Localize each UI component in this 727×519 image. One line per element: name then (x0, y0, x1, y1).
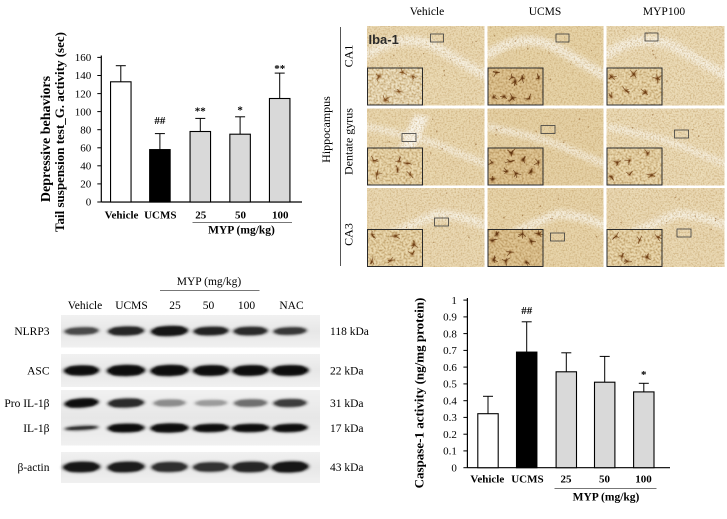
svg-text:25: 25 (169, 300, 181, 312)
svg-text:UCMS: UCMS (529, 6, 562, 18)
svg-text:**: ** (195, 106, 207, 118)
svg-text:IL-1β: IL-1β (23, 423, 49, 435)
svg-text:Vehicle: Vehicle (410, 6, 444, 18)
svg-text:22 kDa: 22 kDa (330, 365, 364, 377)
svg-text:17 kDa: 17 kDa (330, 423, 364, 435)
svg-text:UCMS: UCMS (115, 300, 148, 312)
svg-text:Vehicle: Vehicle (105, 210, 139, 222)
svg-text:50: 50 (235, 210, 247, 222)
svg-text:Hippocampus: Hippocampus (319, 96, 333, 163)
svg-text:20: 20 (80, 179, 92, 191)
svg-text:UCMS: UCMS (144, 210, 176, 222)
svg-text:0: 0 (86, 197, 92, 209)
svg-text:40: 40 (80, 161, 92, 173)
svg-text:MYP (mg/kg): MYP (mg/kg) (208, 225, 275, 237)
svg-text:31 kDa: 31 kDa (330, 398, 364, 410)
svg-text:Pro IL-1β: Pro IL-1β (4, 398, 49, 410)
svg-text:##: ## (154, 115, 166, 127)
svg-text:100: 100 (75, 106, 92, 118)
svg-text:UCMS: UCMS (511, 474, 543, 486)
svg-text:25: 25 (561, 474, 573, 486)
svg-text:MYP (mg/kg): MYP (mg/kg) (573, 492, 640, 504)
svg-text:Vehicle: Vehicle (470, 474, 504, 486)
svg-text:0.7: 0.7 (443, 345, 457, 357)
svg-text:50: 50 (203, 300, 215, 312)
svg-text:0.8: 0.8 (443, 328, 457, 340)
svg-text:160: 160 (75, 52, 92, 64)
svg-text:60: 60 (80, 143, 92, 155)
svg-text:**: ** (274, 63, 286, 75)
svg-text:43 kDa: 43 kDa (330, 462, 364, 474)
svg-text:NLRP3: NLRP3 (14, 326, 49, 338)
svg-text:0.1: 0.1 (443, 446, 457, 458)
svg-text:0.4: 0.4 (443, 395, 457, 407)
svg-text:Caspase-1 activity (ng/mg prot: Caspase-1 activity (ng/mg protein) (412, 298, 427, 489)
svg-text:*: * (641, 369, 647, 381)
svg-text:Depressive behaviors: Depressive behaviors (39, 75, 54, 202)
svg-text:100: 100 (238, 300, 256, 312)
svg-text:CA3: CA3 (342, 223, 356, 246)
svg-text:0: 0 (451, 462, 457, 474)
svg-text:1: 1 (451, 295, 457, 307)
svg-text:##: ## (521, 305, 533, 317)
svg-text:0.6: 0.6 (443, 362, 457, 374)
svg-text:ASC: ASC (27, 365, 50, 377)
svg-text:Tail suspension test_G. activi: Tail suspension test_G. activity (sec) (52, 32, 67, 232)
svg-text:118 kDa: 118 kDa (330, 326, 369, 338)
svg-text:80: 80 (80, 124, 92, 136)
svg-text:0.5: 0.5 (443, 379, 457, 391)
svg-text:140: 140 (75, 70, 92, 82)
svg-text:100: 100 (635, 474, 652, 486)
svg-text:NAC: NAC (279, 300, 304, 312)
svg-text:*: * (237, 105, 243, 117)
svg-text:MYP100: MYP100 (643, 6, 685, 18)
svg-text:120: 120 (75, 88, 92, 100)
svg-text:25: 25 (195, 210, 207, 222)
svg-text:0.2: 0.2 (443, 429, 457, 441)
svg-text:50: 50 (599, 474, 611, 486)
svg-text:β-actin: β-actin (17, 462, 49, 474)
svg-text:CA1: CA1 (342, 45, 356, 68)
svg-text:0.9: 0.9 (443, 312, 457, 324)
svg-text:100: 100 (272, 210, 289, 222)
svg-text:Vehicle: Vehicle (68, 300, 102, 312)
svg-text:Dentate gyrus: Dentate gyrus (342, 108, 356, 175)
svg-text:0.3: 0.3 (443, 412, 457, 424)
svg-text:Iba-1: Iba-1 (369, 32, 399, 47)
svg-text:MYP (mg/kg): MYP (mg/kg) (177, 276, 242, 288)
